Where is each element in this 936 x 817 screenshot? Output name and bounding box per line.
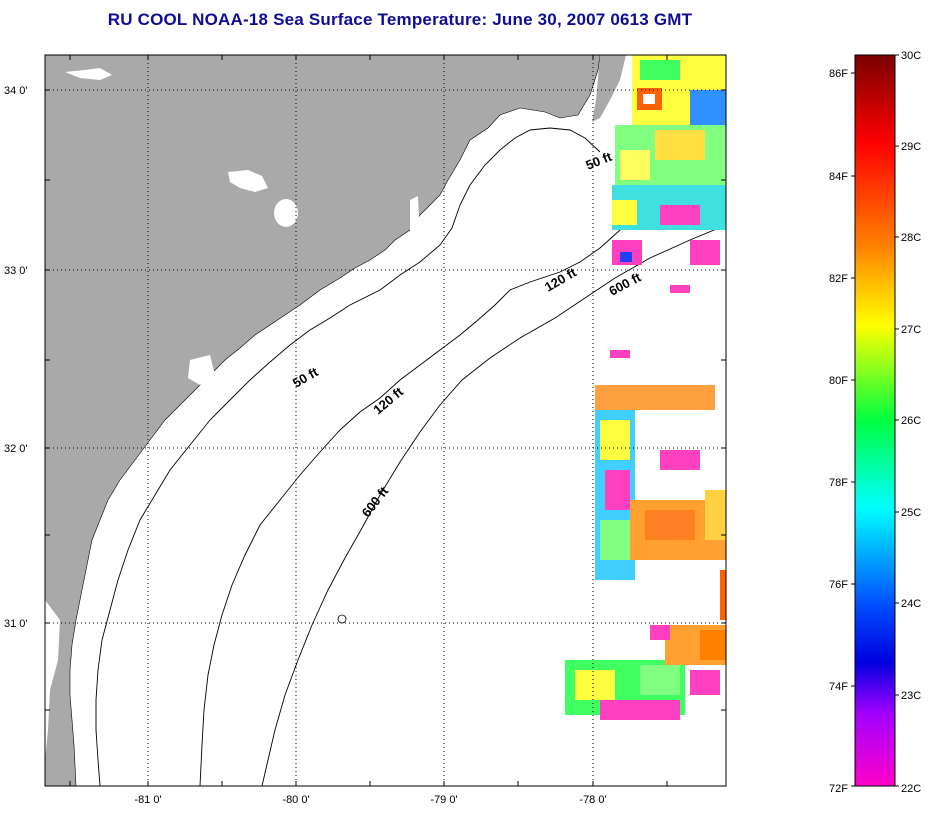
- inland-lake: [228, 170, 268, 192]
- colorbar: 86F 84F 82F 80F 78F 76F 74F 72F 30C 29C …: [829, 50, 921, 795]
- colorbar-f-label: 76F: [829, 579, 848, 591]
- colorbar-c-label: 26C: [901, 415, 921, 427]
- colorbar-c-label: 27C: [901, 324, 921, 336]
- lon-tick-label: -79 0': [430, 794, 457, 806]
- colorbar-bar: [854, 54, 896, 787]
- land-mass: [45, 55, 601, 786]
- lat-tick-label: 31 0': [4, 618, 28, 630]
- sst-data-swath-north: [612, 55, 726, 265]
- map-title: RU COOL NOAA-18 Sea Surface Temperature:…: [107, 10, 693, 29]
- colorbar-c-label: 24C: [901, 598, 921, 610]
- colorbar-c-label: 29C: [901, 141, 921, 153]
- inland-lake: [274, 199, 298, 227]
- lat-tick-label: 34 0': [4, 85, 28, 97]
- inland-lake: [410, 196, 420, 245]
- colorbar-c-label: 23C: [901, 690, 921, 702]
- colorbar-f-label: 82F: [829, 273, 848, 285]
- map-area: 50 ft 50 ft 120 ft 120 ft 600 ft 600 ft: [45, 55, 726, 786]
- sst-data-swath-south: [565, 625, 726, 720]
- inland-lake: [65, 68, 112, 80]
- tick-marks: [45, 55, 726, 786]
- lat-tick-label: 32 0': [4, 443, 28, 455]
- colorbar-f-label: 74F: [829, 681, 848, 693]
- colorbar-f-label: 78F: [829, 477, 848, 489]
- colorbar-c-label: 25C: [901, 507, 921, 519]
- isobath-120ft-line: [199, 209, 641, 786]
- colorbar-f-label: 72F: [829, 783, 848, 795]
- graticule: [45, 55, 726, 786]
- colorbar-f-label: 86F: [829, 68, 848, 80]
- map-frame: [44, 54, 727, 787]
- colorbar-f-label: 80F: [829, 375, 848, 387]
- colorbar-c-label: 30C: [901, 50, 921, 62]
- sst-data-swath-middle: [595, 285, 726, 620]
- inland-lake: [188, 355, 215, 385]
- lon-tick-label: -78 0': [579, 794, 606, 806]
- colorbar-c-label: 22C: [901, 783, 921, 795]
- inland-lake: [45, 600, 60, 760]
- sea-islands: [592, 55, 626, 122]
- lat-tick-label: 33 0': [4, 265, 28, 277]
- colorbar-c-label: 28C: [901, 232, 921, 244]
- colorbar-f-label: 84F: [829, 171, 848, 183]
- lon-tick-label: -81 0': [134, 794, 161, 806]
- isobath-50ft-line: [95, 127, 601, 786]
- lon-tick-label: -80 0': [282, 794, 309, 806]
- isobath-600ft-line: [261, 224, 726, 786]
